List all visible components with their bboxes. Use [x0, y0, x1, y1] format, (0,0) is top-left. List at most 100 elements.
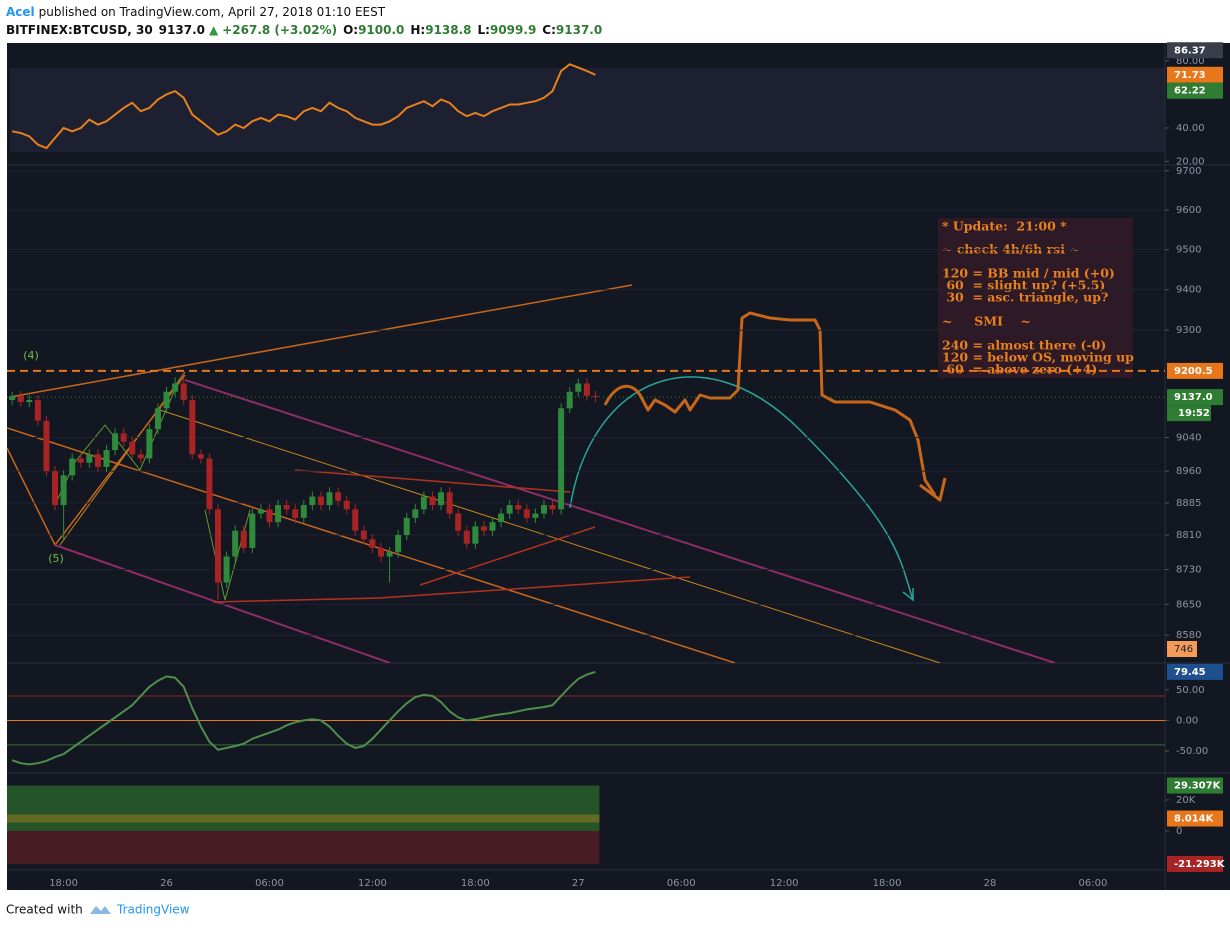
- candle-body: [309, 496, 316, 506]
- candle-body: [317, 496, 324, 506]
- x-tick-label: 18:00: [461, 878, 490, 889]
- countdown-bg: [1167, 405, 1211, 422]
- y-tick-label: 0.00: [1176, 715, 1198, 726]
- candle-body: [429, 496, 436, 506]
- x-tick-label: 06:00: [1079, 878, 1108, 889]
- x-tick-label: 12:00: [358, 878, 387, 889]
- candle-body: [489, 522, 496, 531]
- x-tick-label: 18:00: [873, 878, 902, 889]
- trend-line: [9, 284, 633, 398]
- countdown: 19:52: [1178, 408, 1210, 419]
- note-line: 240 = almost there (-0): [942, 338, 1106, 353]
- note-line: ~ SMI ~: [942, 314, 1031, 329]
- note-line: 60 = slight up? (+5.5): [942, 278, 1105, 293]
- logo: [90, 906, 111, 914]
- price-label: 71.73: [1174, 70, 1206, 81]
- candle-body: [386, 552, 393, 557]
- x-tick-label: 28: [984, 878, 997, 889]
- candle-body: [446, 492, 453, 514]
- candle-body: [52, 471, 59, 506]
- candle-body: [515, 505, 522, 510]
- candle-body: [240, 530, 247, 548]
- candle-body: [438, 492, 445, 506]
- candle-body: [335, 492, 342, 501]
- y-tick-label: 8885: [1176, 498, 1201, 509]
- y-tick-label: 9400: [1176, 285, 1201, 296]
- candle-body: [455, 513, 462, 531]
- candle-body: [549, 505, 556, 510]
- price-label: 62.22: [1174, 86, 1206, 97]
- note-line: 30 = asc. triangle, up?: [942, 290, 1108, 305]
- candle-body: [377, 547, 384, 557]
- open: 9100.0: [358, 23, 404, 37]
- candle-body: [154, 408, 161, 430]
- trend-line: [159, 409, 941, 663]
- candle-body: [420, 496, 427, 510]
- open-label: O:: [343, 23, 358, 37]
- price-label: 9200.5: [1174, 366, 1213, 377]
- price-label-bg: [1167, 777, 1223, 794]
- candle-body: [215, 509, 222, 583]
- footer-brand[interactable]: TradingView: [116, 903, 190, 917]
- triangle-line: [294, 469, 571, 493]
- candle-body: [283, 505, 290, 510]
- price-label: 29.307K: [1174, 781, 1222, 792]
- candle-body: [180, 383, 187, 401]
- candle-body: [86, 454, 93, 463]
- candle-body: [343, 500, 350, 510]
- candle-body: [60, 475, 67, 506]
- x-tick-label: 06:00: [667, 878, 696, 889]
- negative-bars: [7, 830, 600, 864]
- price-label: 86.37: [1174, 45, 1206, 56]
- triangle-line: [419, 526, 596, 586]
- wave-label: (5): [48, 552, 64, 565]
- candle-body: [275, 505, 282, 523]
- price-label: 8.014K: [1174, 814, 1215, 825]
- candle-body: [103, 450, 110, 467]
- candle-body: [583, 383, 590, 396]
- candle-body: [292, 509, 299, 518]
- candle-body: [412, 509, 419, 518]
- wave-line: [54, 377, 181, 506]
- candle-body: [540, 505, 547, 514]
- channel-line: [184, 379, 1056, 663]
- y-tick-label: 50.00: [1176, 685, 1205, 696]
- indicator-line: [11, 63, 596, 150]
- candle-body: [120, 433, 127, 442]
- published: published on TradingView.com, April 27, …: [39, 5, 386, 19]
- note-line: 60 = above zero (+4): [942, 362, 1097, 377]
- candle-body: [26, 400, 33, 403]
- low-label: L:: [478, 23, 490, 37]
- candle-body: [592, 395, 599, 398]
- candle-body: [163, 391, 170, 409]
- candle-body: [189, 400, 196, 455]
- candle-body: [77, 458, 84, 463]
- y-tick-label: 9300: [1176, 325, 1201, 336]
- candle-body: [137, 454, 144, 459]
- y-tick-label: 40.00: [1176, 123, 1205, 134]
- price-label-bg: [1167, 855, 1223, 872]
- candle-body: [266, 509, 273, 523]
- price-label: 9137.0: [1174, 392, 1213, 403]
- arrow: ▲: [209, 23, 219, 37]
- candle-body: [223, 556, 230, 583]
- candle-body: [463, 530, 470, 544]
- y-tick-label: 8960: [1176, 466, 1201, 477]
- chart-bg: [7, 43, 1230, 890]
- change: +267.8 (+3.02%): [222, 23, 337, 37]
- price-label-bg: [1167, 663, 1223, 680]
- candle-body: [197, 454, 204, 459]
- candle-body: [472, 526, 479, 544]
- x-tick-label: 26: [160, 878, 173, 889]
- price-label-bg: [1167, 810, 1223, 827]
- candle-body: [206, 458, 213, 510]
- drawings: [7, 284, 1056, 663]
- positive-bars: [7, 785, 600, 831]
- candle-body: [498, 513, 505, 523]
- candle-body: [249, 513, 256, 548]
- y-tick-label: 8580: [1176, 630, 1201, 641]
- header-line: Acel published on TradingView.com, April …: [6, 5, 386, 19]
- candle-body: [523, 509, 530, 518]
